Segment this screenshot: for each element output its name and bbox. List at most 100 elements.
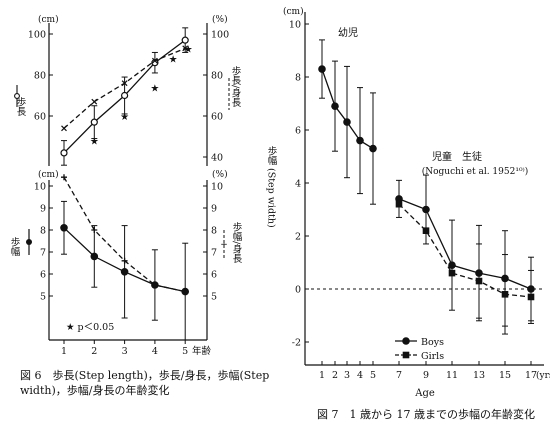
data-point — [90, 118, 98, 126]
x-axis-label: Age — [414, 388, 435, 399]
figure-7-caption: 図 7 1 歳から 17 歳までの歩幅の年齢変化 — [317, 408, 535, 421]
x-tick-label: 13 — [473, 370, 485, 381]
y-tick-label: 5 — [40, 292, 46, 303]
x-tick-label: 17 — [525, 370, 537, 381]
data-point — [501, 291, 509, 298]
y-tick-label: 100 — [28, 30, 46, 41]
right-tick-label: 8 — [211, 226, 217, 237]
data-point — [91, 227, 98, 233]
data-point — [182, 288, 189, 295]
data-point — [356, 136, 364, 145]
data-point — [60, 224, 68, 232]
x-tick-label: 2 — [332, 370, 338, 381]
right-unit-label: (%) — [212, 14, 228, 25]
x-tick-label: 4 — [357, 370, 363, 381]
x-tick-label: 15 — [499, 370, 511, 381]
school-annotation: 児童 生徒 — [432, 150, 482, 163]
x-tick-label: 2 — [91, 346, 97, 357]
significance-star: ★ — [90, 137, 99, 148]
x-axis-label: 年齢 — [192, 345, 212, 357]
x-tick-label: 5 — [182, 346, 188, 357]
legend-boys-marker — [402, 337, 410, 345]
data-point — [121, 80, 128, 87]
data-point — [318, 65, 326, 73]
data-point — [182, 45, 189, 52]
data-point — [61, 125, 67, 132]
x-tick-label: 3 — [122, 346, 128, 357]
data-point — [151, 282, 158, 288]
legend-ratio-marker: + — [220, 240, 228, 250]
significance-star: ★ — [184, 44, 193, 55]
data-point — [151, 57, 158, 64]
right-tick-label: 6 — [211, 270, 217, 281]
legend-ratio-label: 歩長/身長 — [230, 65, 242, 108]
legend-step-length-marker — [14, 93, 20, 99]
infant-annotation: 幼児 — [338, 26, 358, 39]
legend-girls-label: Girls — [421, 351, 444, 362]
data-point — [422, 205, 430, 214]
x-tick-label: 1 — [61, 346, 67, 357]
significance-note: ★ p＜0.05 — [66, 322, 114, 333]
right-tick-label: 80 — [211, 71, 223, 82]
significance-star: ★ — [120, 112, 129, 123]
y-tick-label: 7 — [40, 248, 46, 259]
x-tick-label: 11 — [446, 370, 458, 381]
y-tick-label: 4 — [295, 179, 301, 190]
significance-star: ★ — [169, 55, 178, 66]
y-tick-label: 60 — [34, 112, 46, 123]
data-point — [395, 195, 403, 203]
bottom-panel-step-width: (cm) (%) 10 9 8 7 6 5 10 9 8 7 6 5 1 2 3 4 5 年齢 歩幅 歩幅/身長+ ★ p＜… — [9, 169, 243, 357]
data-point — [331, 102, 339, 110]
legend-step-width-marker — [26, 239, 32, 245]
y-tick-label: 10 — [289, 20, 301, 31]
top-panel-step-length: (cm) (%) 100 80 60 100 80 60 40 歩長 歩長/身長 ★ ★ ★ ★ ★ — [14, 14, 242, 166]
data-point — [448, 269, 456, 277]
data-point — [91, 98, 98, 105]
x-tick-label: 4 — [152, 346, 158, 357]
right-unit-label: (%) — [212, 169, 228, 180]
y-tick-label: 6 — [40, 270, 46, 281]
x-tick-label: 9 — [423, 370, 429, 381]
x-tick-label: 3 — [344, 370, 350, 381]
data-point — [60, 149, 68, 157]
x-tick-label: 5 — [370, 370, 376, 381]
left-unit-label: (cm) — [38, 14, 59, 25]
right-tick-label: 40 — [211, 153, 223, 164]
data-point — [120, 268, 129, 276]
source-annotation: (Noguchi et al. 1952¹⁰⁾) — [422, 166, 529, 177]
y-tick-label: 2 — [295, 232, 301, 243]
data-point — [90, 252, 99, 261]
right-tick-label: 5 — [211, 292, 217, 303]
x-unit-label: (yrs) — [536, 370, 550, 381]
legend-step-length-label: 歩長 — [15, 96, 27, 117]
y-tick-label: 9 — [40, 204, 46, 215]
x-tick-label: 1 — [319, 370, 325, 381]
data-point — [422, 227, 430, 234]
y-tick-label: -2 — [292, 338, 301, 349]
y-tick-label: 10 — [34, 182, 46, 193]
data-point — [61, 174, 67, 181]
y-tick-label: 0 — [295, 285, 301, 296]
data-point — [343, 118, 351, 126]
y-tick-label: 6 — [295, 126, 301, 137]
right-tick-label: 60 — [211, 112, 223, 123]
left-unit-label: (cm) — [38, 169, 59, 180]
data-point — [121, 257, 128, 264]
legend-boys-label: Boys — [421, 337, 444, 348]
data-point — [181, 36, 189, 44]
y-unit-label: (cm) — [283, 6, 304, 17]
figure-6-caption: 図 6 歩長(Step length)，歩長/身長，歩幅(Step width)… — [20, 369, 270, 397]
legend-ratio-label: 歩幅/身長 — [231, 221, 243, 264]
x-tick-label: 7 — [396, 370, 402, 381]
legend-step-width-label: 歩幅 — [9, 236, 21, 257]
legend-girls-marker — [402, 351, 410, 359]
data-point — [395, 200, 403, 208]
y-axis-label: 歩幅 (Step width) — [266, 145, 278, 227]
series-line — [398, 203, 532, 298]
y-tick-label: 8 — [40, 226, 46, 237]
series-line — [398, 198, 532, 290]
right-tick-label: 100 — [211, 30, 229, 41]
data-point — [475, 277, 483, 285]
